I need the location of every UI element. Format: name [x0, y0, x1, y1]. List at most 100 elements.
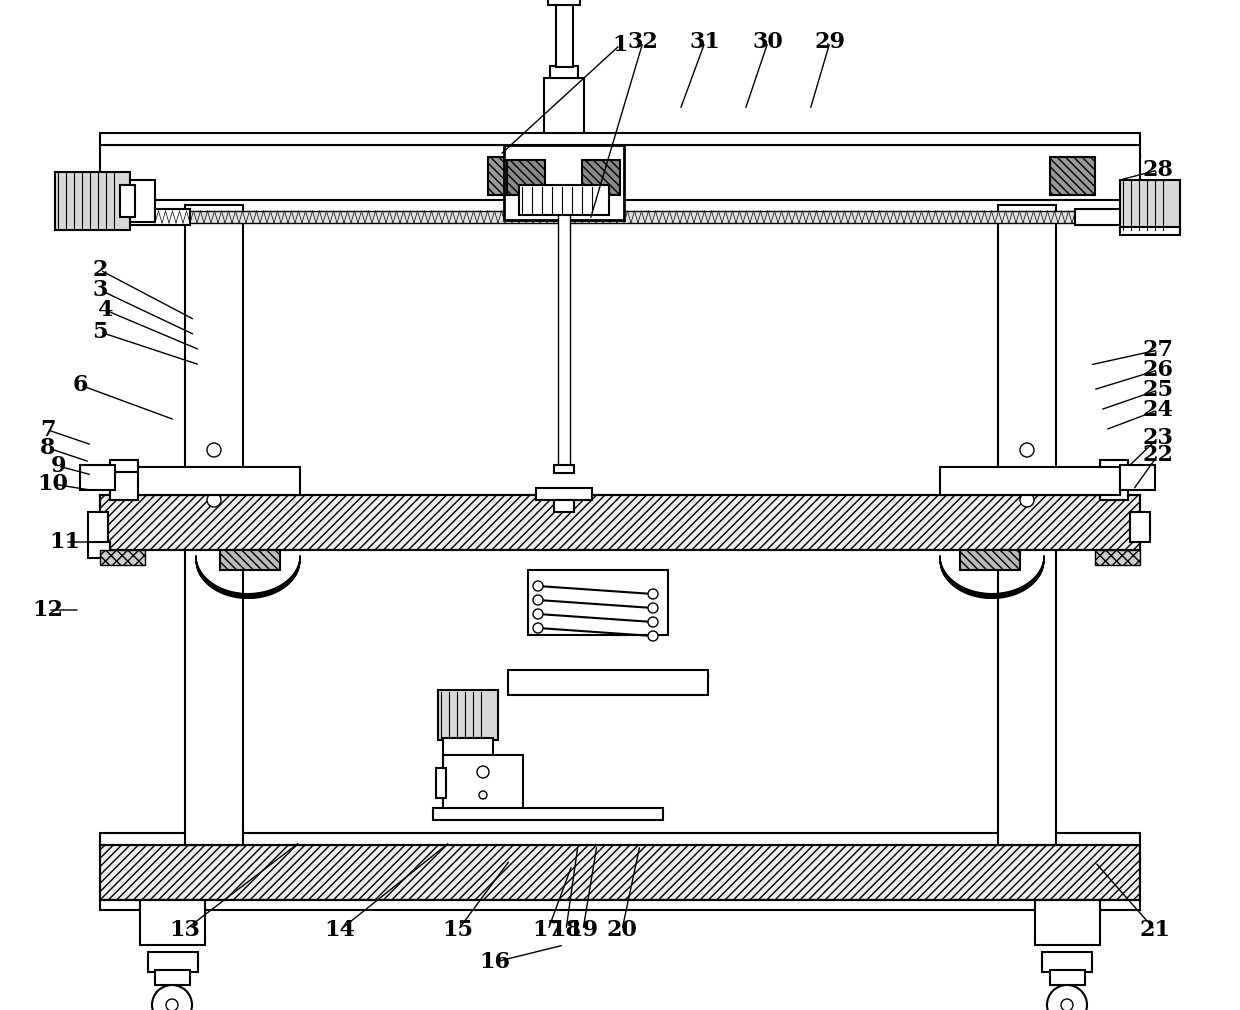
Circle shape — [649, 617, 658, 627]
Circle shape — [207, 443, 221, 457]
Text: 6: 6 — [72, 374, 88, 396]
Bar — [433, 808, 663, 820]
Bar — [88, 542, 110, 558]
Text: 1: 1 — [613, 34, 627, 56]
Text: 25: 25 — [1142, 379, 1173, 401]
Bar — [1120, 465, 1154, 490]
Bar — [544, 78, 584, 133]
Text: 4: 4 — [97, 299, 113, 321]
Circle shape — [153, 985, 192, 1010]
Circle shape — [533, 595, 543, 605]
Bar — [219, 550, 280, 570]
Bar — [536, 488, 591, 500]
Bar — [185, 205, 243, 845]
Circle shape — [207, 493, 221, 507]
Bar — [960, 550, 1021, 570]
Text: 32: 32 — [627, 31, 658, 53]
Text: 23: 23 — [1142, 427, 1173, 449]
Text: 2: 2 — [92, 259, 108, 281]
Text: 13: 13 — [170, 919, 201, 941]
Bar — [1130, 512, 1149, 542]
Text: 3: 3 — [92, 279, 108, 301]
Text: 14: 14 — [325, 919, 356, 941]
Bar — [110, 460, 138, 472]
Text: 31: 31 — [689, 31, 720, 53]
Text: 24: 24 — [1142, 399, 1173, 421]
Bar — [155, 211, 1075, 223]
Text: 16: 16 — [480, 951, 511, 973]
Bar — [1120, 227, 1180, 235]
Bar — [558, 200, 570, 467]
Bar — [88, 512, 108, 542]
Bar — [1095, 550, 1140, 565]
Circle shape — [1021, 493, 1034, 507]
Circle shape — [649, 631, 658, 641]
Bar — [520, 185, 609, 215]
Bar — [1120, 180, 1180, 230]
Circle shape — [649, 589, 658, 599]
Text: 29: 29 — [815, 31, 846, 53]
Text: 9: 9 — [51, 454, 66, 477]
Circle shape — [533, 609, 543, 619]
Bar — [120, 467, 300, 495]
Bar — [1042, 952, 1092, 972]
Circle shape — [1061, 999, 1073, 1010]
Bar — [508, 670, 708, 695]
Circle shape — [533, 581, 543, 591]
Circle shape — [207, 468, 221, 482]
Bar — [100, 900, 1140, 910]
Bar — [100, 145, 1140, 200]
Bar — [556, 2, 573, 67]
Text: 12: 12 — [32, 599, 63, 621]
Text: 8: 8 — [40, 437, 56, 459]
Bar — [100, 495, 1140, 550]
Bar — [582, 160, 620, 195]
Text: 7: 7 — [40, 419, 56, 441]
Bar — [1050, 970, 1085, 985]
Bar — [120, 185, 135, 217]
Bar — [100, 133, 1140, 145]
Bar — [130, 209, 190, 225]
Circle shape — [166, 999, 179, 1010]
Bar — [130, 180, 155, 222]
Bar — [998, 205, 1056, 845]
Bar — [100, 495, 1140, 550]
Circle shape — [649, 603, 658, 613]
Text: 5: 5 — [92, 321, 108, 343]
Text: 15: 15 — [443, 919, 474, 941]
Circle shape — [477, 766, 489, 778]
Text: 10: 10 — [37, 473, 68, 495]
Bar — [438, 690, 498, 740]
Bar — [100, 833, 1140, 845]
Text: 30: 30 — [753, 31, 784, 53]
Text: 19: 19 — [568, 919, 599, 941]
Bar — [489, 157, 533, 195]
Bar — [155, 970, 190, 985]
Text: 17: 17 — [532, 919, 563, 941]
Bar — [940, 467, 1120, 495]
Bar — [1100, 465, 1128, 500]
Bar — [548, 0, 580, 5]
Bar — [443, 755, 523, 810]
Bar — [528, 570, 668, 635]
Bar — [81, 465, 115, 490]
Circle shape — [479, 791, 487, 799]
Bar — [140, 900, 205, 945]
Bar — [1100, 460, 1128, 472]
Text: 22: 22 — [1142, 444, 1173, 466]
Bar — [551, 66, 578, 78]
Circle shape — [1047, 985, 1087, 1010]
Text: 20: 20 — [606, 919, 637, 941]
Text: 26: 26 — [1142, 359, 1173, 381]
Bar — [436, 768, 446, 798]
Circle shape — [533, 623, 543, 633]
Bar — [55, 172, 130, 230]
Circle shape — [1021, 443, 1034, 457]
Bar — [1035, 900, 1100, 945]
Circle shape — [1021, 468, 1034, 482]
Text: 21: 21 — [1140, 919, 1171, 941]
Text: 11: 11 — [50, 531, 81, 553]
Bar — [503, 145, 624, 220]
Bar — [100, 845, 1140, 900]
Text: 27: 27 — [1142, 339, 1173, 361]
